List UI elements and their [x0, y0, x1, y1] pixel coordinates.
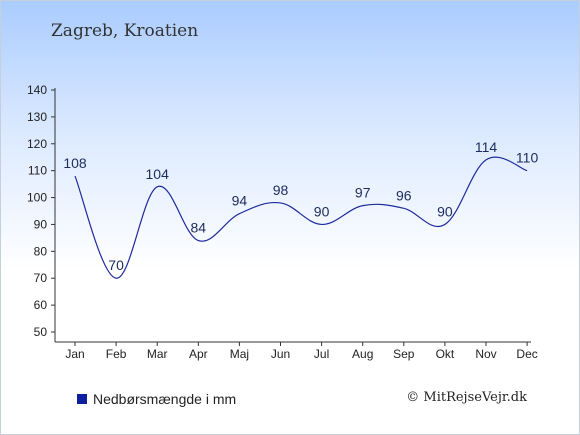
- legend: Nedbørsmængde i mm: [77, 391, 236, 407]
- y-tick-label: 110: [28, 164, 47, 178]
- axes: [54, 88, 531, 343]
- y-tick-label: 120: [27, 137, 47, 151]
- x-tick-label: Feb: [106, 347, 127, 361]
- data-label: 94: [232, 193, 248, 209]
- x-tick-label: Maj: [230, 347, 249, 361]
- x-tick-label: Dec: [516, 347, 537, 361]
- x-tick-label: Jun: [271, 347, 290, 361]
- y-tick-label: 50: [34, 325, 48, 339]
- data-label: 97: [355, 185, 371, 201]
- data-label: 90: [437, 203, 453, 219]
- data-label: 84: [191, 220, 207, 236]
- data-label: 104: [146, 166, 170, 182]
- data-label: 90: [314, 203, 330, 219]
- x-tick-label: Sep: [393, 347, 415, 361]
- y-tick-label: 80: [34, 244, 48, 258]
- x-tick-label: Mar: [147, 347, 168, 361]
- data-label: 108: [63, 155, 87, 171]
- data-label: 110: [516, 150, 539, 166]
- y-tick-label: 60: [34, 298, 48, 312]
- credit-text: © MitRejseVejr.dk: [406, 390, 527, 405]
- x-tick-label: Aug: [352, 347, 373, 361]
- data-label: 114: [475, 139, 498, 155]
- x-tick-label: Apr: [189, 347, 208, 361]
- x-tick-label: Okt: [436, 347, 455, 361]
- x-tick-label: Nov: [475, 347, 496, 361]
- y-tick-label: 90: [34, 217, 48, 231]
- y-tick-label: 140: [27, 83, 47, 97]
- precipitation-line: [74, 156, 528, 279]
- y-tick-label: 100: [27, 191, 47, 205]
- x-tick-label: Jul: [314, 347, 329, 361]
- y-axis-ticks: 50 60 70 80 90 100 110 120 130 140: [27, 83, 55, 339]
- data-label: 96: [396, 187, 412, 203]
- chart-title: Zagreb, Kroatien: [51, 21, 199, 41]
- data-label: 70: [108, 257, 124, 273]
- y-tick-label: 70: [34, 271, 48, 285]
- legend-label: Nedbørsmængde i mm: [93, 391, 237, 407]
- x-axis-ticks: Jan Feb Mar Apr Maj Jun Jul Aug Sep Okt Nov Dec: [65, 342, 538, 361]
- x-tick-label: Jan: [65, 347, 84, 361]
- data-labels: 108 70 104 84 94 98 90 97 96 90 114 110: [63, 139, 538, 273]
- legend-swatch: [77, 394, 87, 404]
- y-tick-label: 130: [27, 110, 47, 124]
- data-label: 98: [273, 182, 289, 198]
